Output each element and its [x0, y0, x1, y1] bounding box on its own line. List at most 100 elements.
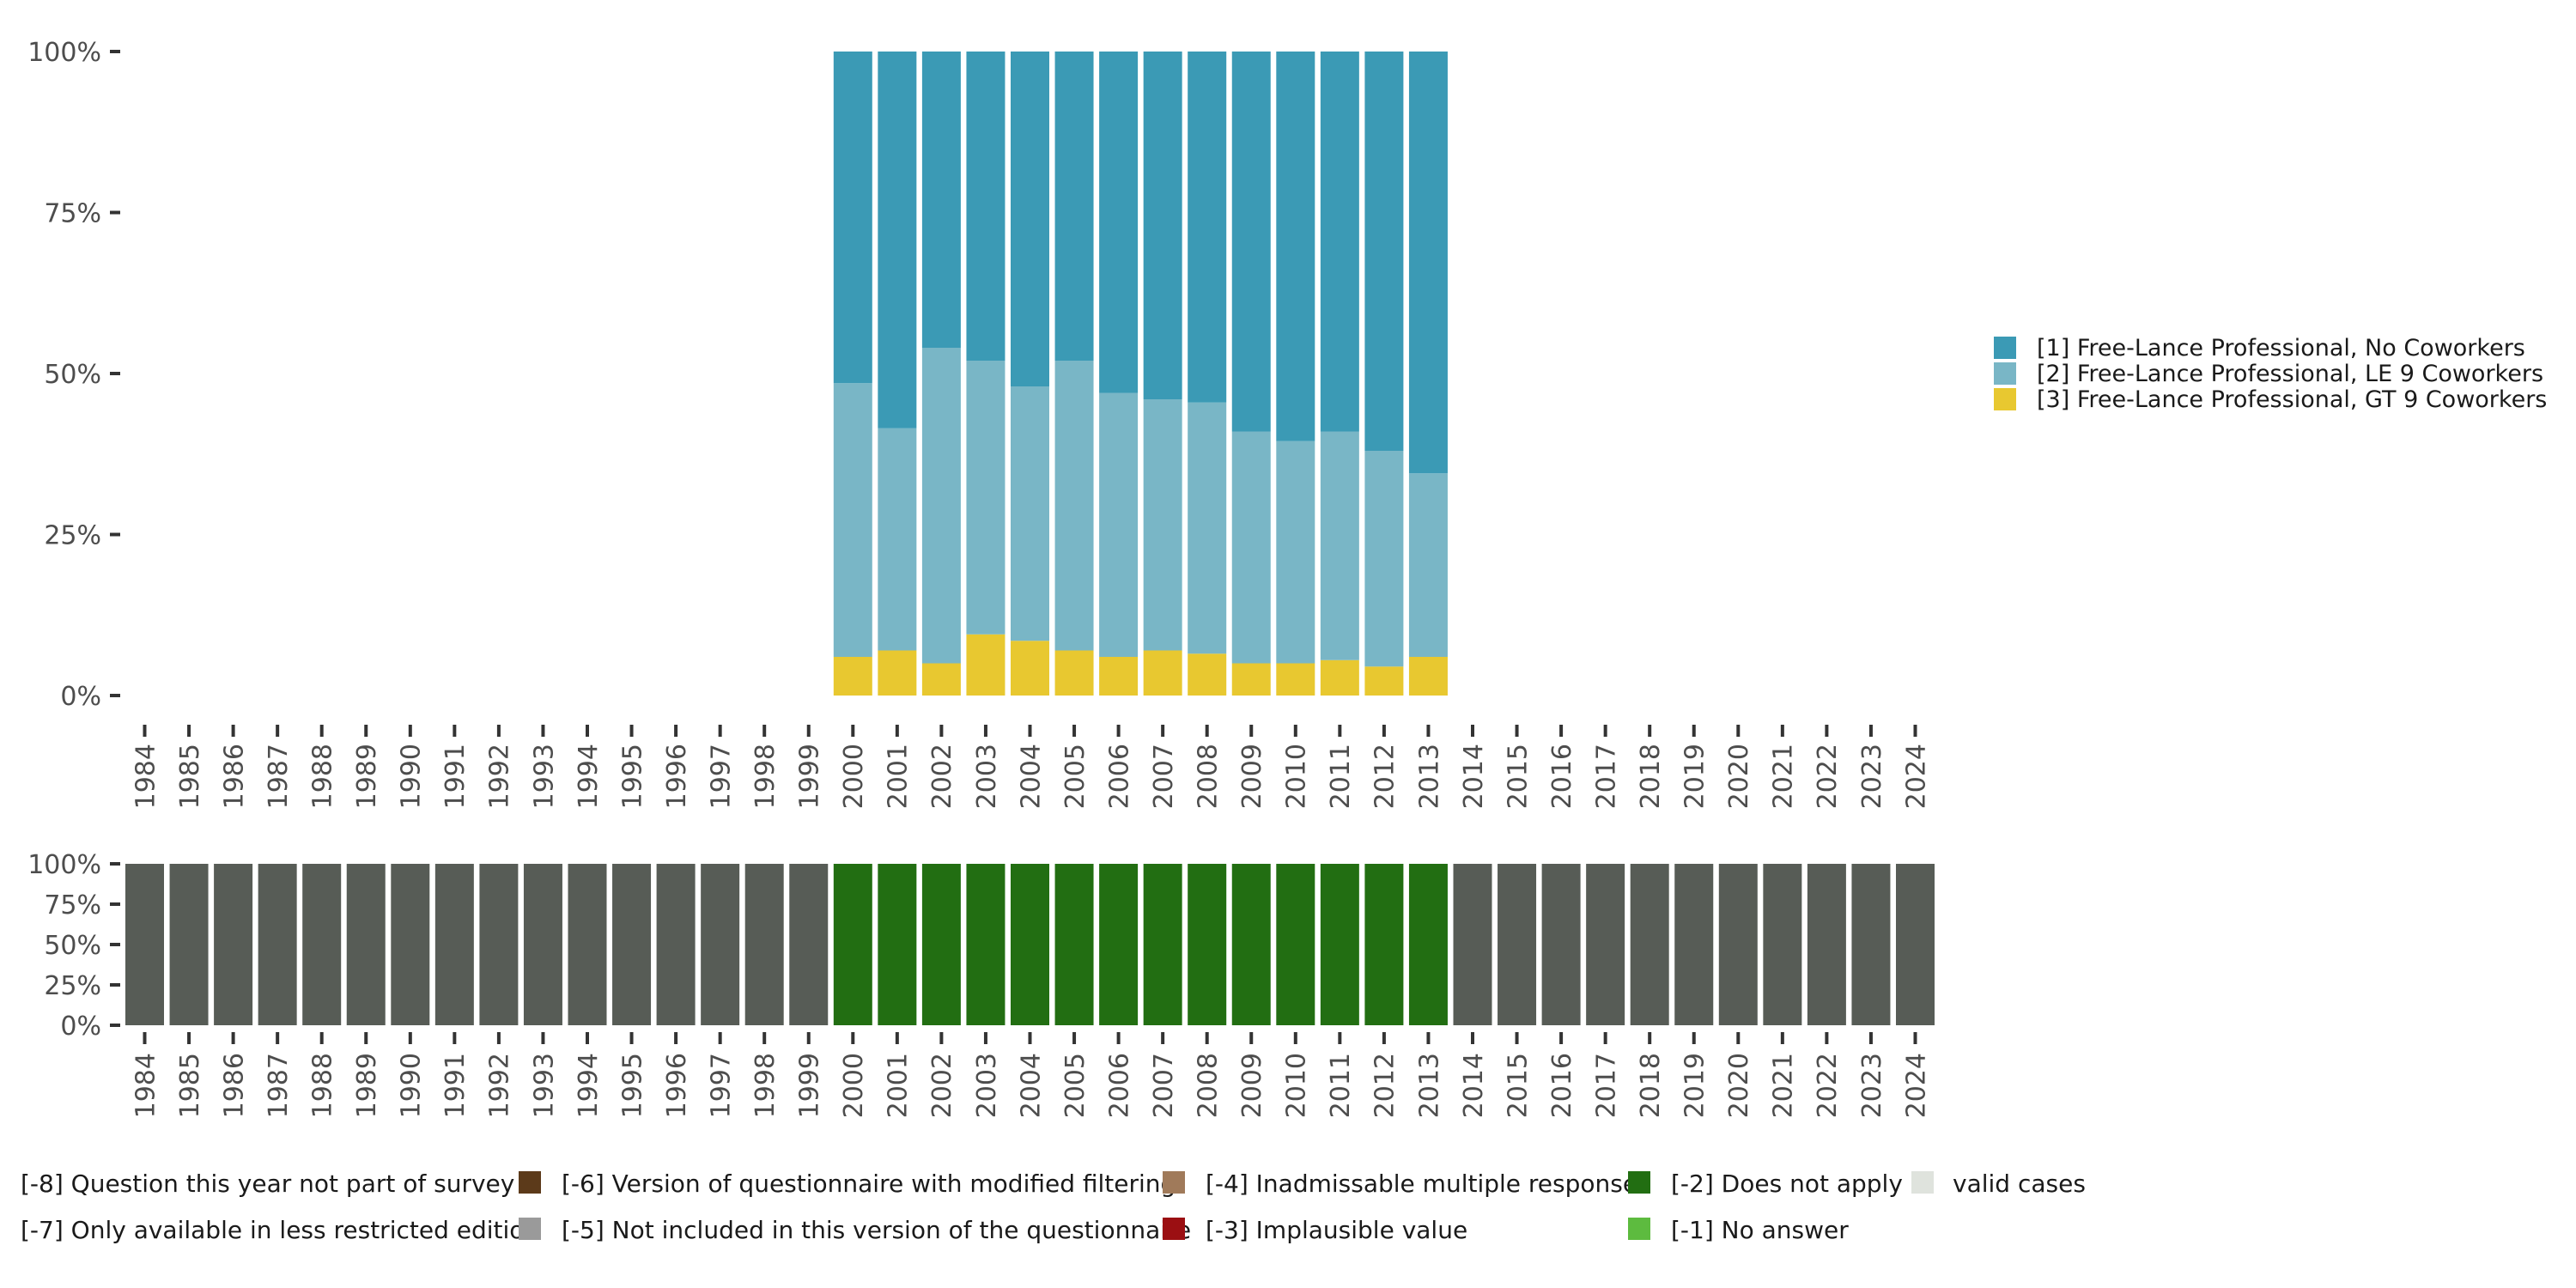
main-bar-2000: [833, 383, 872, 657]
main-x-tick-label: 2007: [1149, 744, 1179, 809]
main-x-tick-label: 2012: [1370, 744, 1400, 809]
missing-bar-2008: [1188, 864, 1227, 1025]
missing-x-tick-label: 2000: [839, 1053, 869, 1118]
main-y-tick-label: 25%: [44, 520, 101, 550]
main-bar-2007: [1143, 52, 1182, 399]
legend-swatch: [1994, 337, 2016, 359]
main-bar-2008: [1188, 402, 1227, 654]
missing-x-tick-label: 1993: [529, 1053, 559, 1118]
legend-label: [2] Free-Lance Professional, LE 9 Cowork…: [2037, 361, 2543, 387]
missing-bar-2013: [1408, 864, 1448, 1025]
missing-bar-2003: [966, 864, 1005, 1025]
missing-x-tick-label: 2002: [927, 1053, 957, 1118]
main-x-tick-label: 2022: [1813, 744, 1843, 809]
missing-bar-2016: [1541, 864, 1581, 1025]
main-bar-2002: [921, 348, 961, 664]
main-x-tick-label: 1985: [175, 744, 205, 809]
missing-legend-label: [-8] Question this year not part of surv…: [21, 1170, 514, 1198]
main-bar-2011: [1320, 431, 1359, 660]
missing-legend-swatch: [1628, 1218, 1650, 1240]
missing-bar-2023: [1851, 864, 1891, 1025]
main-x-tick-label: 1999: [795, 744, 825, 809]
main-bar-2006: [1099, 392, 1139, 657]
missing-x-tick-label: 1995: [617, 1053, 647, 1118]
missing-bar-1991: [434, 864, 474, 1025]
missing-bar-1990: [391, 864, 430, 1025]
main-x-tick-label: 2004: [1016, 744, 1046, 809]
missing-bar-2010: [1276, 864, 1315, 1025]
missing-x-tick-label: 2013: [1414, 1053, 1444, 1118]
main-bar-2000: [833, 52, 872, 384]
missing-x-tick-label: 1998: [750, 1053, 781, 1118]
main-bar-2005: [1054, 52, 1094, 361]
main-bar-2009: [1231, 52, 1271, 432]
main-y-tick-label: 100%: [27, 38, 101, 68]
main-bar-2007: [1143, 650, 1182, 696]
missing-x-tick-label: 1994: [574, 1053, 604, 1118]
missing-legend-label: valid cases: [1953, 1170, 2086, 1198]
missing-bar-1988: [302, 864, 342, 1025]
missing-bar-1995: [612, 864, 652, 1025]
missing-bar-1999: [789, 864, 829, 1025]
main-x-tick-label: 1994: [574, 744, 604, 809]
main-x-tick-label: 2016: [1547, 744, 1577, 809]
main-bar-2013: [1408, 657, 1448, 696]
main-bar-2002: [921, 52, 961, 348]
main-x-tick-label: 2006: [1104, 744, 1134, 809]
missing-x-tick-label: 2004: [1016, 1053, 1046, 1118]
missing-bar-2009: [1231, 864, 1271, 1025]
main-bar-2001: [878, 428, 917, 651]
main-bar-2003: [966, 52, 1005, 361]
missing-bar-1992: [479, 864, 519, 1025]
missing-x-tick-label: 2003: [972, 1053, 1002, 1118]
missing-bar-1989: [346, 864, 386, 1025]
missing-x-tick-label: 2007: [1149, 1053, 1179, 1118]
missing-bar-2018: [1630, 864, 1669, 1025]
missing-bar-2002: [921, 864, 961, 1025]
missing-x-tick-label: 2005: [1060, 1053, 1091, 1118]
missing-bar-2022: [1807, 864, 1846, 1025]
missing-bar-1997: [701, 864, 740, 1025]
missing-legend-label: [-7] Only available in less restricted e…: [21, 1216, 539, 1244]
main-x-tick-label: 2014: [1459, 744, 1489, 809]
missing-x-tick-label: 1997: [706, 1053, 736, 1118]
main-x-tick-label: 2018: [1636, 744, 1666, 809]
main-bar-2004: [1011, 386, 1049, 641]
main-x-tick-label: 2023: [1857, 744, 1887, 809]
main-bar-2008: [1188, 653, 1227, 696]
missing-x-tick-label: 2008: [1194, 1053, 1224, 1118]
main-bar-2005: [1054, 650, 1094, 696]
missing-x-tick-label: 2012: [1370, 1053, 1400, 1118]
missing-y-tick-label: 0%: [60, 1012, 101, 1042]
main-x-tick-label: 2024: [1901, 744, 1931, 809]
main-bar-2004: [1011, 641, 1049, 696]
missing-bar-2024: [1896, 864, 1935, 1025]
main-bar-2005: [1054, 361, 1094, 651]
missing-x-tick-label: 1996: [662, 1053, 692, 1118]
main-x-tick-label: 2000: [839, 744, 869, 809]
missing-x-tick-label: 1990: [397, 1053, 427, 1118]
missing-bar-2007: [1143, 864, 1182, 1025]
missing-x-tick-label: 2014: [1459, 1053, 1489, 1118]
missing-legend-label: [-1] No answer: [1671, 1216, 1849, 1244]
main-bar-2013: [1408, 473, 1448, 657]
main-bar-2000: [833, 657, 872, 696]
missing-y-tick-label: 25%: [44, 971, 101, 1001]
main-bar-2004: [1011, 52, 1049, 386]
main-bar-2008: [1188, 52, 1227, 403]
main-bar-2013: [1408, 52, 1448, 474]
missing-x-tick-label: 1992: [485, 1053, 515, 1118]
main-bar-2003: [966, 634, 1005, 696]
main-x-tick-label: 2003: [972, 744, 1002, 809]
main-bar-2003: [966, 361, 1005, 635]
main-x-tick-label: 1984: [131, 744, 161, 809]
missing-y-tick-label: 50%: [44, 931, 101, 961]
missing-x-tick-label: 2009: [1237, 1053, 1267, 1118]
main-x-tick-label: 2008: [1194, 744, 1224, 809]
missing-legend-label: [-6] Version of questionnaire with modif…: [562, 1170, 1176, 1198]
missing-bar-1985: [169, 864, 209, 1025]
main-bar-2001: [878, 650, 917, 696]
missing-x-tick-label: 1987: [264, 1053, 294, 1118]
main-bar-2011: [1320, 659, 1359, 696]
